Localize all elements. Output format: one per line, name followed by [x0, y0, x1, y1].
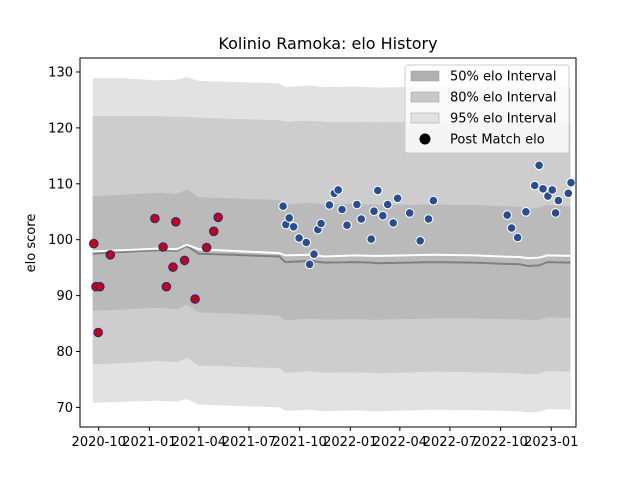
x-tick-label: 2021-10 — [272, 435, 326, 450]
legend: 50% elo Interval 80% elo Interval 95% elo … — [404, 64, 570, 154]
y-tick-label: 90 — [56, 289, 73, 304]
y-tick-label: 100 — [48, 233, 73, 248]
elo-point — [342, 220, 352, 230]
elo-point — [150, 213, 160, 224]
elo-point — [301, 237, 312, 248]
legend-swatch — [410, 70, 440, 82]
x-tick-label: 2022-07 — [423, 435, 477, 450]
elo-point — [373, 185, 383, 196]
elo-point — [209, 226, 219, 237]
elo-point — [171, 217, 181, 227]
elo-point — [179, 255, 190, 266]
elo-point — [161, 281, 172, 292]
elo-point — [288, 222, 299, 232]
elo-point — [278, 201, 288, 211]
x-tick-label: 2021-04 — [172, 435, 226, 450]
legend-swatch — [410, 91, 440, 103]
elo-point — [95, 281, 105, 292]
y-tick-label: 110 — [48, 177, 73, 192]
elo-point — [284, 213, 295, 223]
elo-point — [324, 200, 335, 210]
elo-point — [337, 204, 347, 215]
x-tick-label: 2021-01 — [122, 435, 176, 450]
y-axis: 70 80 90 100 110 120 130 — [48, 65, 80, 416]
elo-point — [521, 207, 531, 217]
band-50 — [92, 189, 571, 321]
elo-point — [529, 180, 540, 191]
y-tick-label: 80 — [56, 345, 73, 360]
legend-box — [404, 64, 570, 154]
elo-point — [404, 208, 415, 218]
legend-label: Post Match elo — [450, 133, 545, 148]
elo-point — [316, 218, 326, 229]
elo-point — [415, 236, 426, 246]
elo-point — [309, 249, 319, 259]
elo-point — [89, 238, 99, 249]
legend-label: 50% elo Interval — [450, 70, 557, 85]
x-tick-label: 2022-10 — [473, 435, 527, 450]
elo-point — [378, 210, 388, 221]
elo-point — [168, 262, 178, 272]
elo-point — [93, 327, 103, 338]
confidence-bands — [92, 77, 571, 413]
x-tick-label: 2020-10 — [72, 435, 126, 450]
elo-point — [333, 185, 344, 195]
y-tick-label: 70 — [56, 401, 73, 416]
elo-point — [547, 185, 558, 195]
elo-point — [428, 195, 439, 206]
elo-point — [388, 218, 399, 228]
elo-point — [553, 195, 564, 206]
elo-point — [502, 210, 513, 220]
elo-point — [550, 208, 561, 218]
elo-point — [512, 232, 523, 243]
elo-point — [392, 193, 403, 204]
center-line — [92, 244, 571, 268]
plot-area-frame — [79, 57, 577, 428]
legend-swatch — [410, 112, 440, 124]
legend-label: 80% elo Interval — [450, 91, 557, 106]
x-axis: 2020-102021-012021-042021-072021-102022-… — [72, 427, 578, 450]
elo-point — [105, 250, 116, 260]
elo-point — [213, 212, 223, 223]
legend-marker — [419, 133, 431, 145]
elo-point — [538, 184, 548, 194]
post-match-elo-points — [89, 160, 576, 338]
y-axis-label: elo score — [24, 214, 39, 273]
elo-point — [369, 206, 379, 216]
elo-point — [190, 294, 200, 304]
elo-point — [534, 160, 544, 171]
y-tick-label: 120 — [48, 121, 73, 136]
median-elo-lines — [92, 243, 571, 268]
x-tick-label: 2021-07 — [222, 435, 276, 450]
elo-point — [506, 223, 517, 233]
x-tick-label: 2022-04 — [373, 435, 427, 450]
chart-title: Kolinio Ramoka: elo History — [218, 34, 437, 53]
elo-point — [366, 234, 377, 244]
elo-point — [566, 177, 576, 188]
elo-point — [352, 199, 362, 210]
y-tick-label: 130 — [48, 65, 73, 80]
elo-point — [356, 214, 367, 224]
legend-label: 95% elo Interval — [450, 112, 557, 127]
elo-point — [158, 242, 168, 252]
elo-point — [382, 199, 393, 210]
x-tick-label: 2022-01 — [323, 435, 377, 450]
x-tick-label: 2023-01 — [524, 435, 578, 450]
median-line — [92, 243, 571, 260]
elo-point — [304, 259, 315, 270]
elo-point — [294, 233, 304, 243]
elo-point — [423, 214, 434, 224]
elo-point — [201, 242, 212, 253]
elo-point — [563, 188, 574, 199]
